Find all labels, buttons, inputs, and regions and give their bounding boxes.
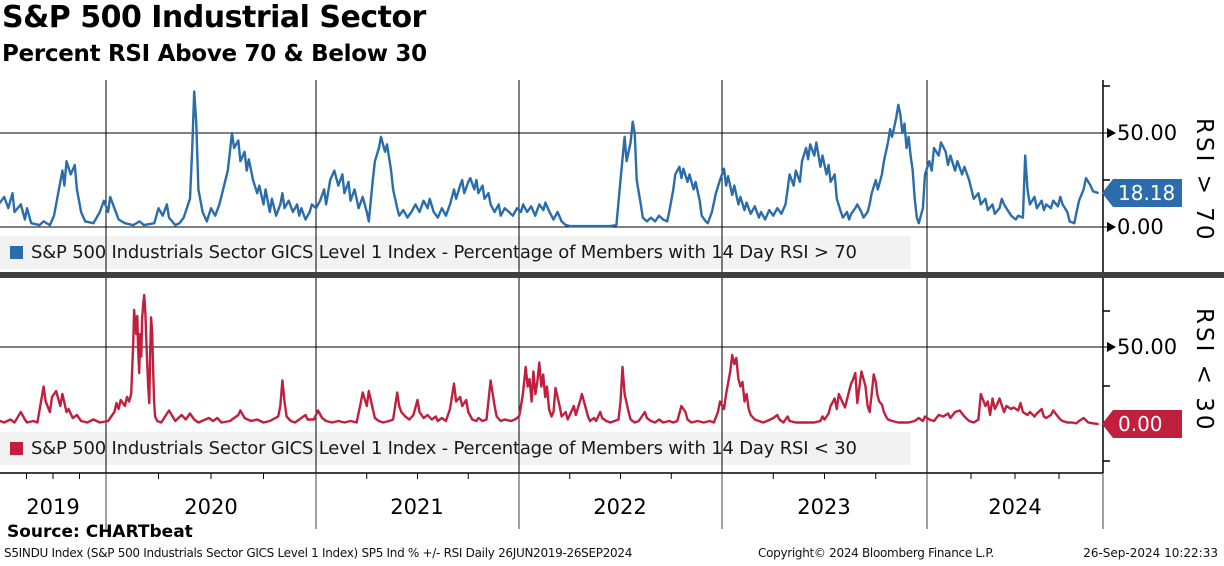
legend-marker-red-icon: [10, 442, 23, 455]
top-panel-side-label: RSI > 70: [1191, 118, 1217, 243]
top-last-value-badge: 18.18: [1102, 179, 1182, 207]
x-axis-label-2019: 2019: [26, 495, 80, 519]
top-axis-label-50: 50.00: [1117, 121, 1178, 145]
legend-label-rsi-below-30: S&P 500 Industrials Sector GICS Level 1 …: [31, 438, 857, 459]
x-axis-label-2024: 2024: [988, 495, 1042, 519]
x-axis-label-2020: 2020: [184, 495, 238, 519]
x-axis-label-2023: 2023: [797, 495, 851, 519]
bottom-panel-side-label: RSI < 30: [1191, 308, 1217, 433]
top-axis-label-0: 0.00: [1117, 215, 1164, 239]
footer-ticker-info: S5INDU Index (S&P 500 Industrials Sector…: [4, 546, 633, 560]
page-subtitle: Percent RSI Above 70 & Below 30: [2, 41, 427, 67]
source-label: Source: CHARTbeat: [7, 522, 193, 542]
x-axis-label-2021: 2021: [390, 495, 444, 519]
page-title: S&P 500 Industrial Sector: [2, 0, 426, 35]
bottom-axis-label-50: 50.00: [1117, 335, 1178, 359]
x-axis-label-2022: 2022: [593, 495, 647, 519]
legend-label-rsi-above-70: S&P 500 Industrials Sector GICS Level 1 …: [31, 242, 857, 263]
panel-separator: [0, 272, 1224, 278]
bottom-last-value-badge: 0.00: [1102, 410, 1182, 438]
footer-copyright: Copyright© 2024 Bloomberg Finance L.P.: [758, 546, 994, 560]
legend-marker-blue-icon: [10, 246, 23, 259]
footer-timestamp: 26-Sep-2024 10:22:33: [1083, 546, 1218, 560]
